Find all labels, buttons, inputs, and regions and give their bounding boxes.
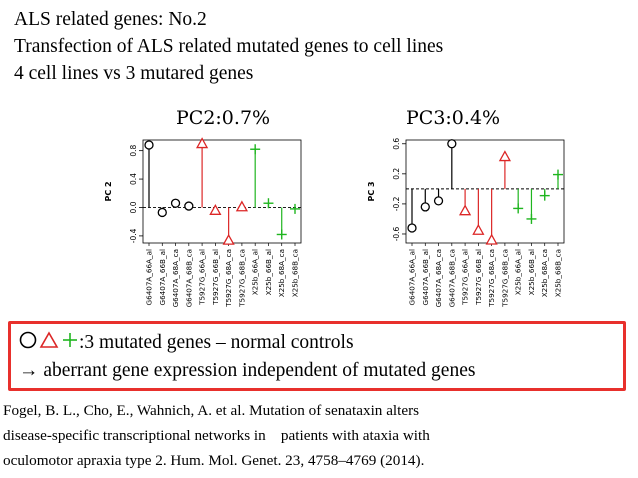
pc2-xtick-label: T5927G_68B_ca [237, 249, 246, 308]
pc3-point-triangle [500, 152, 510, 161]
slide-subtitle: Transfection of ALS related mutated gene… [14, 33, 443, 60]
pc2-point-circle [185, 202, 193, 210]
pc3-point-circle [408, 224, 416, 232]
legend-text: :3 mutated genes – normal controls [79, 332, 354, 353]
pc3-xtick-label: G6407A_66B_al [421, 249, 430, 305]
pc2-ytick-label: 0.4 [129, 173, 138, 185]
pc2-point-circle [145, 141, 153, 149]
pc3-xtick-label: X25b_66A_al [514, 249, 523, 295]
pc2-ytick-label: 0.0 [129, 201, 138, 213]
pc2-chart-title: PC2:0.7% [176, 107, 270, 129]
citation-line-2: disease-specific transcriptional network… [3, 423, 638, 448]
slide-subtitle-2: 4 cell lines vs 3 mutared genes [14, 60, 443, 87]
pc2-xtick-label: X25b_68A_ca [277, 249, 286, 297]
pc2-xtick-label: G6407A_68B_ca [184, 249, 193, 307]
pc3-point-circle [421, 203, 429, 211]
pc3-xtick-label: T5927G_66B_al [474, 249, 483, 306]
pc2-plot-frame [143, 140, 301, 243]
legend-circle-icon [21, 333, 36, 348]
title-block: ALS related genes: No.2 Transfection of … [14, 6, 443, 87]
pc2-point-circle [172, 199, 180, 207]
pc2-xtick-label: X25b_68B_ca [291, 249, 300, 297]
pc3-ylabel: PC 3 [367, 181, 376, 201]
pc2-xtick-label: X25b_66A_al [251, 249, 260, 295]
pc3-point-circle [448, 140, 456, 148]
citation-line-1: Fogel, B. L., Cho, E., Wahnich, A. et al… [3, 398, 638, 423]
pc3-chart: -0.6 -0.2 0.2 0.6 PC 3 G6407A_66A_al G6407A_66… [358, 135, 573, 320]
citation: Fogel, B. L., Cho, E., Wahnich, A. et al… [3, 398, 638, 473]
pc3-ytick-label: -0.2 [392, 196, 401, 211]
pc3-xtick-label: G6407A_68B_ca [447, 249, 456, 307]
conclusion-text: → aberrant gene expression independent o… [19, 360, 475, 382]
pc3-chart-title: PC3:0.4% [406, 107, 500, 129]
citation-line-3: oculomotor apraxia type 2. Hum. Mol. Gen… [3, 448, 638, 473]
pc2-xtick-label: G6407A_66A_al [145, 249, 154, 305]
pc2-xtick-label: X25b_66B_al [264, 249, 273, 295]
conclusion-box: :3 mutated genes – normal controls → abe… [8, 321, 626, 391]
pc2-xtick-label: G6407A_66B_al [158, 249, 167, 305]
pc3-point-triangle [473, 225, 483, 234]
pc2-chart: -0.4 0.0 0.4 0.8 PC 2 G6407A_66A_al G6407A_66B… [95, 135, 310, 320]
pc2-ytick-label: 0.8 [129, 144, 138, 156]
pc2-xtick-label: G6407A_68A_ca [171, 249, 180, 307]
pc3-ytick-label: -0.6 [392, 226, 401, 241]
legend-line: :3 mutated genes – normal controls [19, 330, 354, 354]
pc3-ytick-label: 0.6 [392, 138, 401, 150]
pc3-ytick-label: 0.2 [392, 168, 401, 180]
pc3-xtick-label: G6407A_66A_al [408, 249, 417, 305]
pc3-point-circle [435, 197, 443, 205]
pc2-xtick-label: T5927G_66B_al [211, 249, 220, 306]
pc3-point-triangle [487, 235, 497, 244]
legend-triangle-icon [41, 333, 57, 347]
pc2-ytick-label: -0.4 [129, 228, 138, 243]
pc2-xtick-label: T5927G_66A_al [198, 249, 207, 306]
pc2-point-triangle [224, 235, 234, 244]
pc2-xtick-label: T5927G_68A_ca [224, 249, 233, 308]
pc3-xtick-label: X25b_66B_al [527, 249, 536, 295]
legend-symbols [19, 330, 79, 350]
pc3-xtick-label: T5927G_66A_al [461, 249, 470, 306]
pc3-xtick-label: T5927G_68B_ca [500, 249, 509, 308]
pc3-xtick-label: G6407A_68A_ca [434, 249, 443, 307]
slide-title: ALS related genes: No.2 [14, 6, 443, 33]
pc2-point-circle [158, 208, 166, 216]
pc3-xtick-label: X25b_68B_ca [554, 249, 563, 297]
pc3-plot-frame [406, 140, 564, 243]
pc3-point-triangle [460, 206, 470, 215]
pc2-ylabel: PC 2 [104, 181, 113, 201]
pc2-point-triangle [210, 205, 220, 214]
pc2-point-triangle [237, 202, 247, 211]
pc3-xtick-label: X25b_68A_ca [540, 249, 549, 297]
pc3-xtick-label: T5927G_68A_ca [487, 249, 496, 308]
